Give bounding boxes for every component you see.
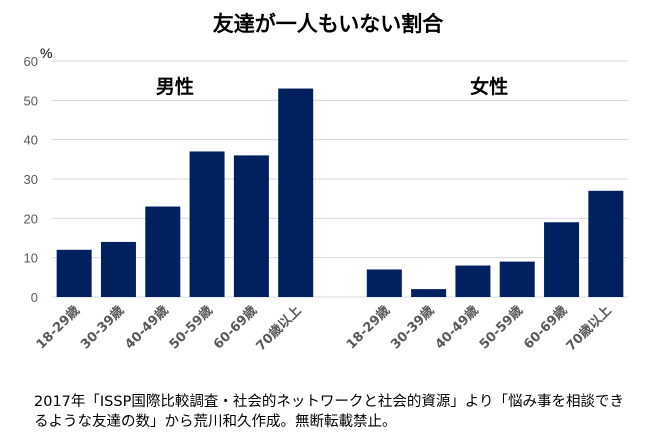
- bar: [411, 289, 447, 297]
- x-tick-label: 60-69歳: [210, 303, 260, 353]
- x-tick-label: 30-39歳: [77, 303, 127, 353]
- bar: [588, 190, 624, 297]
- x-tick-label: 60-69歳: [520, 303, 570, 353]
- y-tick-label: 10: [24, 251, 38, 266]
- x-tick-label: 18-29歳: [33, 303, 83, 353]
- bar: [100, 241, 136, 297]
- y-axis-unit: %: [40, 45, 52, 61]
- y-tick-label: 40: [24, 133, 38, 148]
- bar: [544, 222, 580, 297]
- bar: [455, 265, 491, 297]
- x-tick-label: 50-59歳: [476, 303, 526, 353]
- source-note: 2017年「ISSP国際比較調査・社会的ネットワークと社会的資源」より「悩み事を…: [34, 394, 625, 430]
- x-tick-label: 40-49歳: [122, 303, 172, 353]
- y-tick-label: 20: [24, 211, 38, 226]
- bar: [189, 151, 225, 297]
- chart-title: 友達が一人もいない割合: [212, 12, 444, 36]
- group-label: 男性: [156, 75, 194, 98]
- y-tick-label: 0: [31, 290, 38, 305]
- bar: [233, 155, 269, 297]
- x-tick-label: 50-59歳: [166, 303, 216, 353]
- x-tick-label: 30-39歳: [388, 303, 438, 353]
- x-tick-label: 70歳以上: [253, 303, 305, 355]
- bar: [56, 249, 92, 297]
- bar: [366, 269, 402, 297]
- x-tick-label: 18-29歳: [343, 303, 393, 353]
- bar: [145, 206, 181, 297]
- y-tick-label: 30: [24, 172, 38, 187]
- bar: [499, 261, 535, 297]
- x-tick-label: 40-49歳: [432, 303, 482, 353]
- x-tick-label: 70歳以上: [563, 303, 615, 355]
- y-tick-label: 50: [24, 93, 38, 108]
- bar: [278, 88, 314, 298]
- group-label: 女性: [470, 75, 508, 98]
- y-tick-label: 60: [24, 54, 38, 69]
